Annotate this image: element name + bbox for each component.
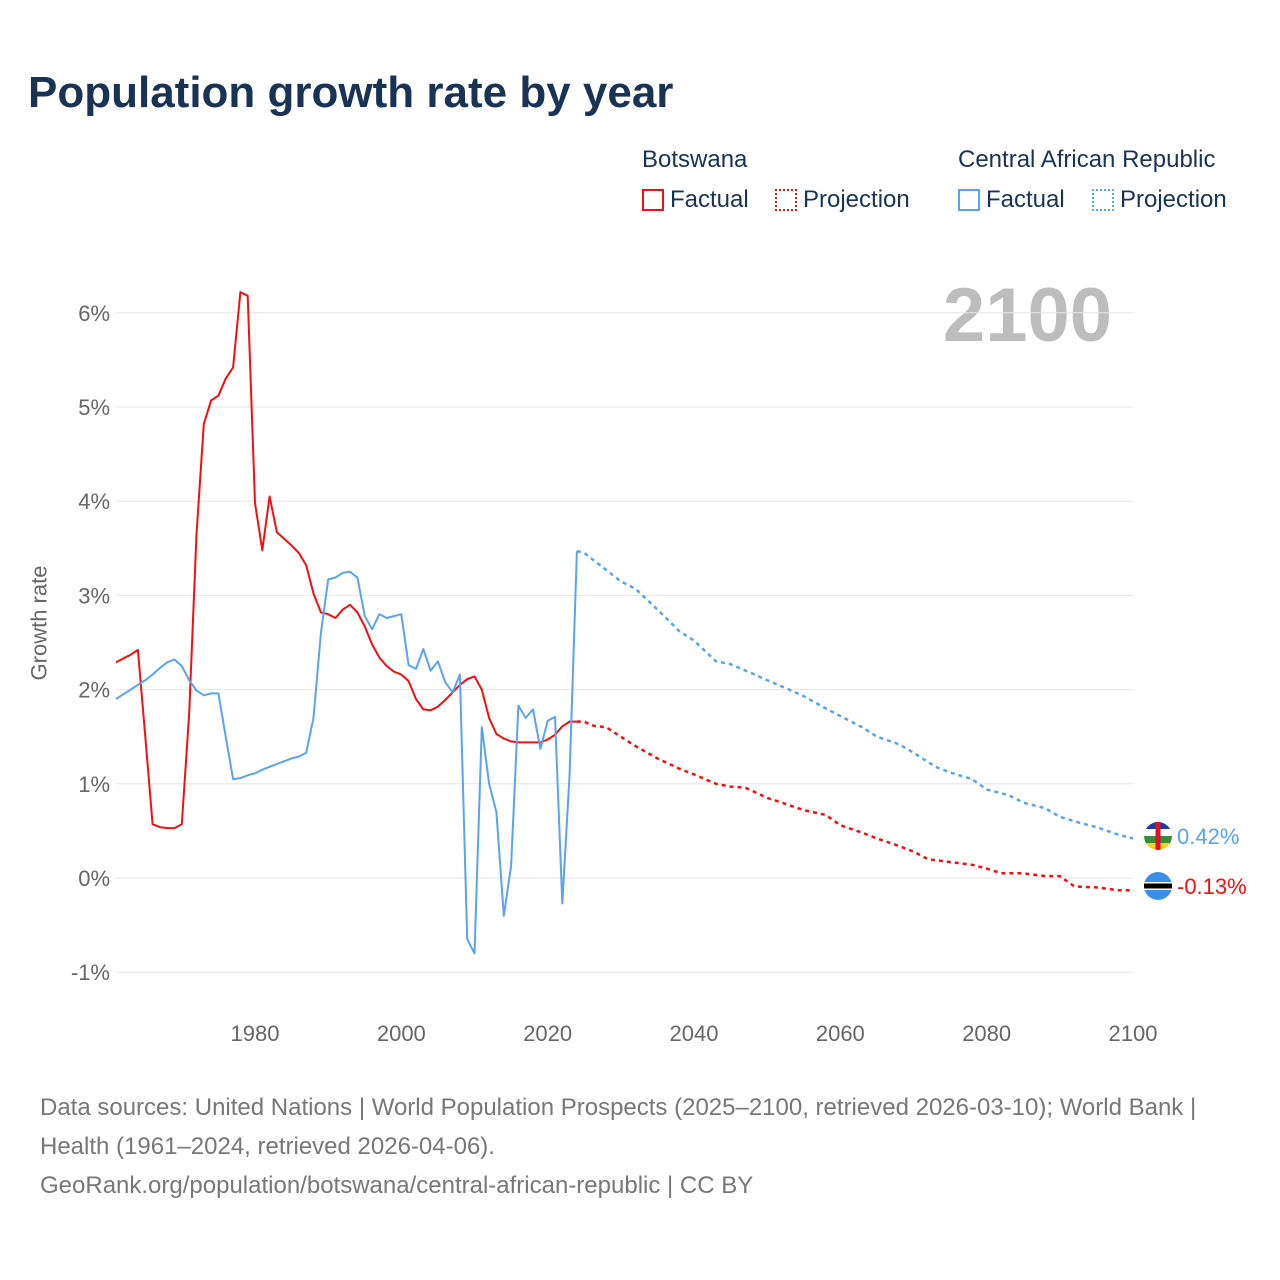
y-tick-label: -1% (71, 960, 110, 985)
legend-item-car-factual[interactable]: Factual (958, 186, 1065, 214)
solid-swatch-icon (642, 189, 664, 211)
series-line-car-factual (115, 551, 578, 955)
dotted-swatch-icon (1092, 189, 1114, 211)
x-tick-label: 2100 (1109, 1021, 1158, 1046)
legend-label: Projection (803, 186, 910, 213)
legend-group-title: Central African Republic (958, 146, 1216, 173)
y-tick-label: 4% (78, 489, 110, 514)
legend-label: Factual (986, 186, 1065, 213)
chart-title: Population growth rate by year (28, 68, 674, 117)
credit-link[interactable]: GeoRank.org/population/botswana/central-… (40, 1172, 754, 1199)
end-value-label-botswana: -0.13% (1177, 874, 1247, 899)
x-tick-label: 1980 (231, 1021, 280, 1046)
legend-item-car-projection[interactable]: Projection (1092, 186, 1227, 214)
y-tick-label: 1% (78, 772, 110, 797)
footer: Data sources: United Nations | World Pop… (40, 1088, 1240, 1205)
x-tick-label: 2040 (670, 1021, 719, 1046)
current-year-label: 2100 (942, 273, 1112, 358)
legend-label: Factual (670, 186, 749, 213)
legend-group-title: Botswana (642, 146, 748, 173)
end-value-label-car: 0.42% (1177, 824, 1239, 849)
y-tick-label: 3% (78, 583, 110, 608)
x-tick-label: 2080 (962, 1021, 1011, 1046)
x-tick-label: 2020 (523, 1021, 572, 1046)
car-flag-icon (1144, 822, 1172, 850)
series-line-car-projection (576, 549, 1134, 840)
series-line-botswana-factual (115, 291, 577, 830)
y-tick-label: 5% (78, 395, 110, 420)
series-line-botswana-projection (576, 720, 1133, 892)
dotted-swatch-icon (775, 189, 797, 211)
botswana-flag-icon (1144, 872, 1172, 900)
y-tick-label: 2% (78, 678, 110, 703)
y-tick-label: 0% (78, 866, 110, 891)
legend-item-botswana-projection[interactable]: Projection (775, 186, 910, 214)
legend-item-botswana-factual[interactable]: Factual (642, 186, 749, 214)
legend-label: Projection (1120, 186, 1227, 213)
x-tick-label: 2000 (377, 1021, 426, 1046)
x-tick-label: 2060 (816, 1021, 865, 1046)
data-sources: Data sources: United Nations | World Pop… (40, 1094, 1197, 1160)
solid-swatch-icon (958, 189, 980, 211)
y-tick-label: 6% (78, 301, 110, 326)
